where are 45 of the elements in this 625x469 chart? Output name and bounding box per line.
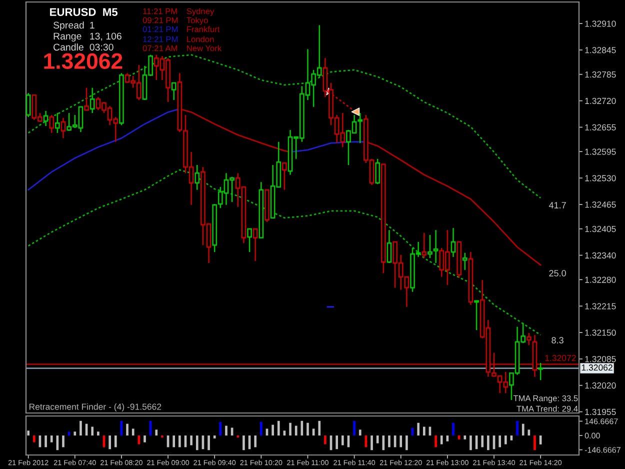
annotation: 12:21 PM bbox=[143, 36, 178, 42]
y-tick-label: 1.31955 bbox=[585, 408, 616, 416]
y-tick-label: 0.00 bbox=[584, 432, 600, 438]
y-tick-label: 1.32465 bbox=[585, 202, 616, 208]
ref-line-label: 1.32062 bbox=[582, 364, 612, 371]
annotation: 03:30 bbox=[90, 44, 114, 51]
annotation: 13, 106 bbox=[90, 32, 122, 41]
y-tick-label: 1.32655 bbox=[585, 124, 616, 130]
y-tick-label: 1.32340 bbox=[585, 252, 616, 259]
annotation: TMA Range: 33.5 bbox=[513, 395, 578, 403]
annotation: 8.3 bbox=[552, 337, 564, 344]
annotation: Frankfurt bbox=[187, 26, 220, 32]
y-tick-label: 1.32150 bbox=[585, 330, 616, 336]
annotation: 07:21 AM bbox=[142, 45, 178, 52]
annotation: Tokyo bbox=[186, 17, 208, 25]
ref-line-label: 1.32072 bbox=[545, 354, 576, 362]
annotation: 01:21 PM bbox=[142, 26, 178, 32]
annotation: 1.32062 bbox=[44, 53, 122, 69]
annotation: 11:21 PM bbox=[143, 8, 177, 14]
y-tick-label: 1.32595 bbox=[585, 148, 616, 155]
annotation: London bbox=[187, 36, 214, 42]
annotation: TMA Trend: 29.4 bbox=[516, 406, 578, 412]
annotation: 41.7 bbox=[548, 202, 566, 208]
y-tick-label: 1.32215 bbox=[585, 303, 616, 310]
y-tick-label: 1.32405 bbox=[585, 226, 616, 232]
y-tick-label: 1.32785 bbox=[585, 71, 616, 78]
annotation: 09:21 PM bbox=[142, 17, 178, 24]
y-tick-label: 1.32845 bbox=[585, 47, 616, 54]
annotation: Range bbox=[54, 32, 82, 42]
annotation: Candle bbox=[54, 43, 84, 51]
annotation: 25.0 bbox=[549, 270, 566, 276]
y-tick-label: 1.32280 bbox=[585, 276, 616, 283]
y-tick-label: 1.32530 bbox=[585, 175, 616, 182]
annotation: New York bbox=[187, 45, 222, 52]
annotation: 1 bbox=[90, 22, 94, 29]
annotation: Spread bbox=[53, 21, 84, 31]
y-tick-label: 1.32020 bbox=[585, 382, 616, 389]
chart-title: EURUSD M5 bbox=[50, 8, 118, 16]
y-tick-label: 146.6667 bbox=[585, 418, 618, 424]
annotation: Sydney bbox=[186, 8, 214, 16]
y-tick-label: 1.32720 bbox=[585, 98, 616, 104]
chart-title: Retracement Finder - (4) -91.5662 bbox=[29, 403, 162, 412]
y-tick-label: 1.32910 bbox=[585, 20, 616, 27]
y-tick-label: -146.6667 bbox=[584, 447, 620, 453]
y-tick-label: 1.32085 bbox=[585, 356, 616, 362]
